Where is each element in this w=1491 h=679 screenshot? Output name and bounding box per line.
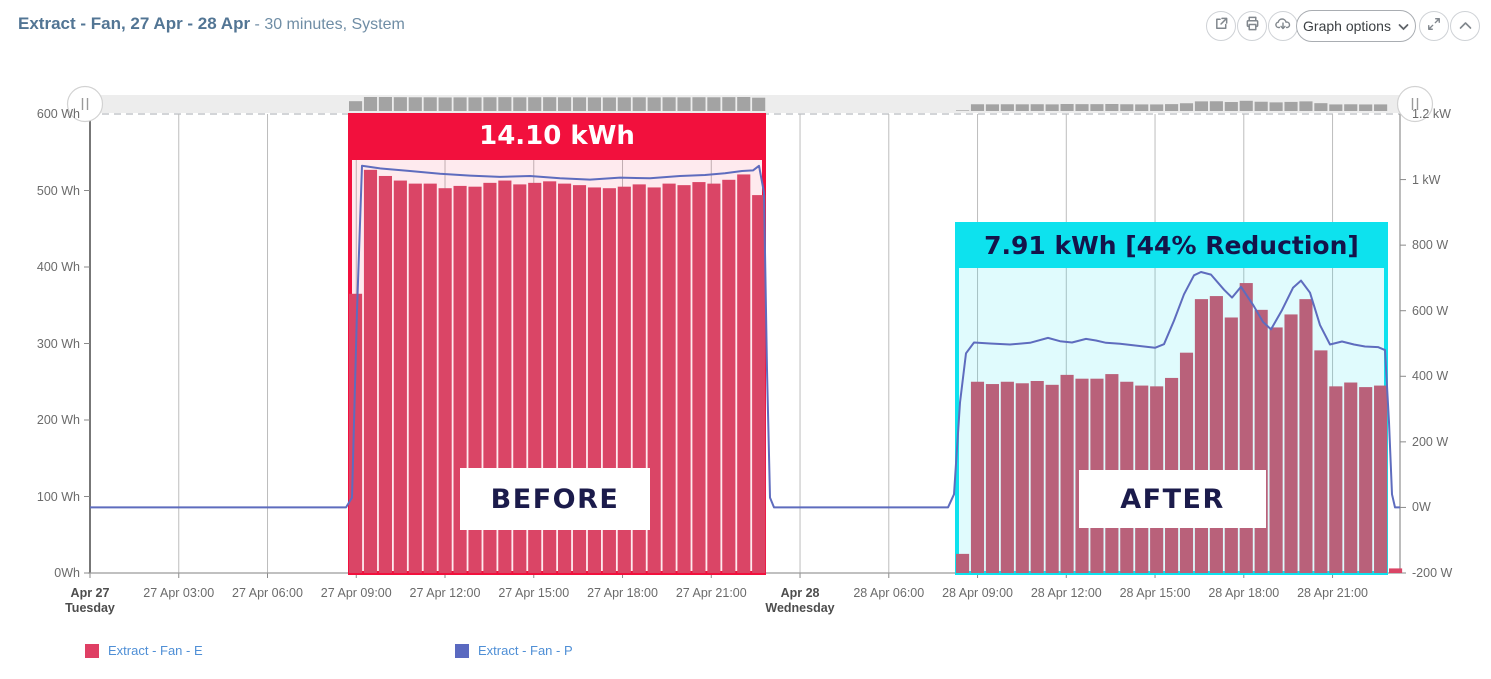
energy-bar (1060, 374, 1074, 573)
y-axis-label-right: 1 kW (1412, 172, 1441, 187)
energy-bar (722, 179, 736, 574)
energy-bar (408, 183, 422, 574)
navigator-handle-right[interactable] (1396, 85, 1434, 123)
energy-bar (1329, 386, 1343, 573)
collapse-button[interactable] (1450, 11, 1480, 41)
energy-bar (423, 183, 437, 574)
x-axis-label: Apr 28 Wednesday (765, 586, 835, 615)
x-axis-label: 27 Apr 06:00 (232, 586, 303, 600)
open-external-button[interactable] (1206, 11, 1236, 41)
energy-bar (707, 183, 721, 574)
energy-bar (1000, 381, 1014, 573)
after-tag: AFTER (1079, 470, 1266, 528)
expand-icon (1427, 17, 1441, 36)
print-icon (1245, 16, 1260, 36)
x-axis-label: 27 Apr 21:00 (675, 586, 747, 600)
x-axis-label: 28 Apr 12:00 (1030, 586, 1102, 600)
y-axis-label-right: -200 W (1412, 566, 1453, 580)
chevron-up-icon (1459, 17, 1472, 35)
energy-bar (1269, 327, 1283, 573)
energy-bar (752, 195, 766, 573)
y-axis-label-right: 600 W (1412, 303, 1449, 318)
y-axis-label-left: 400 Wh (36, 260, 80, 274)
energy-bar (378, 175, 392, 573)
energy-bar (1314, 350, 1328, 573)
energy-bar (393, 180, 407, 573)
energy-bar (438, 188, 452, 573)
print-button[interactable] (1237, 11, 1267, 41)
energy-bar (737, 174, 751, 573)
y-axis-label-right: 200 W (1412, 434, 1449, 449)
graph-options-label: Graph options (1303, 18, 1391, 34)
energy-bar (677, 185, 691, 573)
legend-item-power[interactable]: Extract - Fan - P (455, 643, 573, 658)
graph-subtitle: - 30 minutes, System (250, 16, 405, 33)
graph-options-button[interactable]: Graph options (1296, 10, 1416, 42)
energy-bar (363, 169, 378, 573)
energy-bar (956, 553, 970, 573)
y-axis-label-right: 400 W (1412, 369, 1449, 384)
graph-title: Extract - Fan, 27 Apr - 28 Apr (18, 14, 251, 33)
download-button[interactable] (1268, 11, 1298, 41)
y-axis-label-left: 0Wh (54, 566, 80, 580)
x-axis-label: 27 Apr 09:00 (320, 586, 392, 600)
x-axis-label: 28 Apr 15:00 (1119, 586, 1191, 600)
x-axis-label: 28 Apr 18:00 (1208, 586, 1280, 600)
energy-bar (985, 384, 999, 573)
energy-bar (1344, 382, 1358, 573)
y-axis-label-left: 100 Wh (36, 489, 80, 504)
energy-bar (1045, 384, 1059, 573)
energy-bar (692, 182, 706, 573)
energy-bar (647, 187, 661, 573)
x-axis-label: 28 Apr 09:00 (942, 586, 1013, 600)
power-series-label: Extract - Fan - P (478, 643, 573, 658)
y-axis-label-left: 200 Wh (36, 413, 80, 427)
navigator-handle-left[interactable] (66, 85, 104, 123)
power-line (90, 164, 1400, 509)
x-axis-label: 28 Apr 21:00 (1297, 586, 1368, 600)
chevron-down-icon (1398, 18, 1409, 34)
energy-bar (1030, 380, 1044, 573)
energy-bar (1374, 385, 1388, 573)
y-axis-label-left: 600 Wh (36, 107, 80, 121)
y-axis-label-right: 1.2 kW (1412, 107, 1451, 121)
y-axis-label-left: 500 Wh (36, 183, 80, 198)
before-total-banner: 14.10 kWh (348, 112, 766, 160)
energy-series-swatch (85, 643, 99, 658)
y-axis-label-left: 300 Wh (36, 336, 80, 351)
x-axis-label: 27 Apr 18:00 (587, 586, 658, 600)
energy-bar (662, 183, 676, 574)
x-axis-label: 28 Apr 06:00 (853, 586, 925, 600)
energy-bar (349, 293, 363, 573)
energy-bar (1299, 299, 1313, 573)
y-axis-label-right: 0W (1412, 500, 1431, 515)
x-axis-label: 27 Apr 03:00 (143, 586, 215, 600)
energy-bar (1359, 387, 1373, 573)
x-axis-label: 27 Apr 12:00 (409, 586, 481, 600)
energy-bar (1389, 568, 1403, 573)
navigator-bars (349, 97, 1388, 111)
page-title: Extract - Fan, 27 Apr - 28 Apr - 30 minu… (18, 14, 405, 34)
x-axis-label: 27 Apr 15:00 (498, 586, 570, 600)
energy-bar (1015, 383, 1029, 573)
open-external-icon (1214, 16, 1229, 36)
fullscreen-button[interactable] (1419, 11, 1449, 41)
power-series-swatch (455, 643, 469, 658)
energy-series-label: Extract - Fan - E (108, 643, 203, 658)
x-axis-label: Apr 27 Tuesday (65, 586, 115, 615)
after-total-banner: 7.91 kWh [44% Reduction] (955, 222, 1388, 268)
energy-bar (1284, 314, 1298, 573)
cloud-download-icon (1275, 16, 1291, 36)
before-tag: BEFORE (460, 468, 650, 530)
legend-item-energy[interactable]: Extract - Fan - E (85, 643, 203, 658)
y-axis-label-right: 800 W (1412, 238, 1449, 253)
energy-bar (970, 381, 985, 573)
